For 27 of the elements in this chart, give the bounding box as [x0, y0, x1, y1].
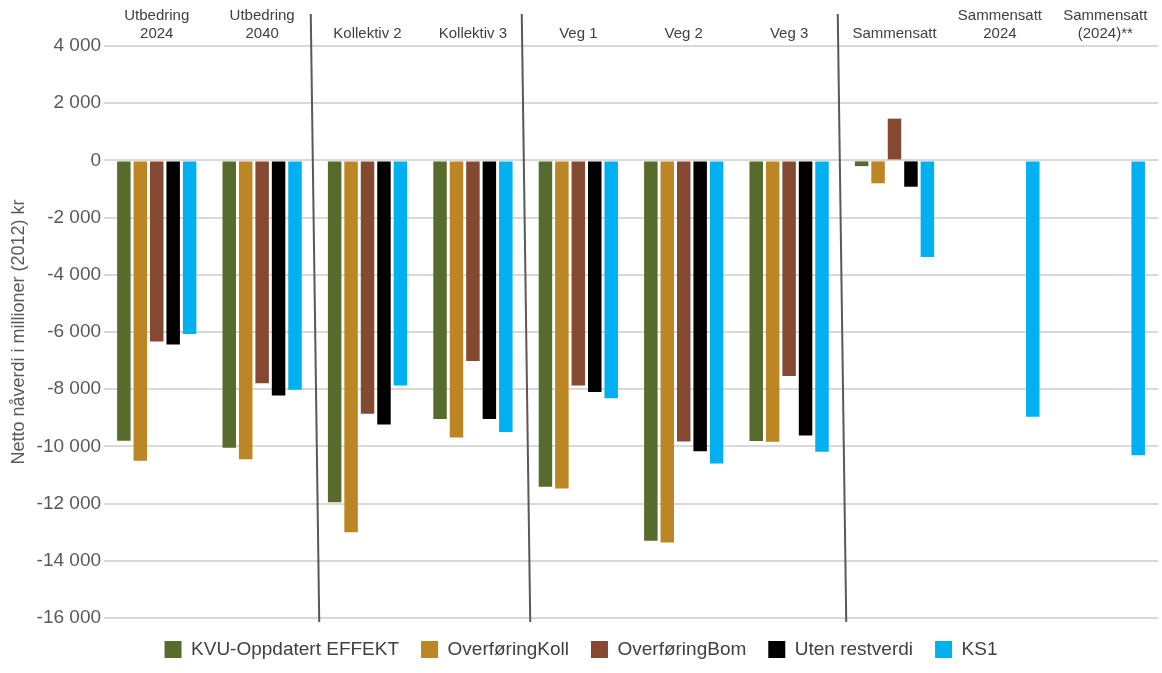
y-tick-label: -4 000: [47, 263, 102, 285]
y-tick-label: -8 000: [47, 377, 102, 399]
x-tick-label: Sammensatt 2024: [957, 6, 1043, 42]
legend-label: KS1: [961, 637, 998, 659]
legend-label: OverføringKoll: [447, 637, 569, 659]
x-tick-label: Veg 2: [664, 24, 703, 42]
legend-label: Uten restverdi: [794, 637, 914, 659]
y-tick-label: 4 000: [53, 34, 102, 56]
x-tick-label: Veg 1: [559, 24, 598, 42]
legend-label: KVU-Oppdatert EFFEKT: [191, 637, 400, 659]
y-tick-label: -10 000: [36, 434, 102, 456]
x-tick-label: Utbedring 2040: [229, 6, 295, 42]
y-tick-label: -12 000: [36, 491, 102, 513]
y-tick-label: -16 000: [36, 606, 102, 628]
x-tick-label: Veg 3: [769, 24, 809, 42]
x-tick-label: Sammensatt (2024)**: [1063, 6, 1149, 42]
y-tick-label: -6 000: [47, 320, 102, 342]
y-axis-title: Netto nåverdi i millioner (2012) kr: [7, 199, 28, 465]
y-tick-label: 2 000: [53, 91, 102, 113]
y-tick-label: -2 000: [47, 205, 102, 227]
x-tick-label: Kollektiv 2: [333, 24, 402, 42]
legend-label: OverføringBom: [617, 637, 747, 659]
x-tick-label: Kollektiv 3: [438, 24, 508, 42]
y-tick-label: 0: [90, 148, 102, 170]
x-tick-label: Utbedring 2024: [124, 6, 190, 42]
y-tick-label: -14 000: [36, 549, 102, 571]
x-tick-label: Sammensatt: [852, 24, 938, 42]
